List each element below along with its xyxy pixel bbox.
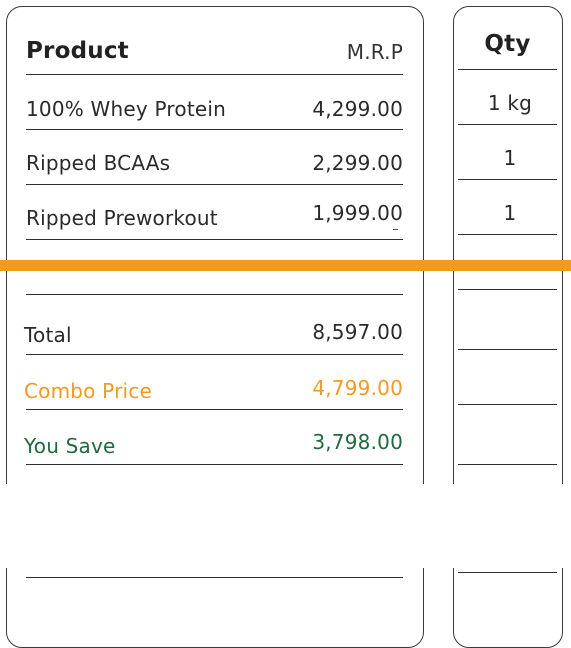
row-divider xyxy=(26,409,403,410)
qty-bcaa: 1 xyxy=(503,146,517,170)
qty-preworkout: 1 xyxy=(503,201,517,225)
qty-divider xyxy=(458,464,557,465)
total-value: 8,597.00 xyxy=(312,320,403,344)
qty-divider xyxy=(458,404,557,405)
qty-header: Qty xyxy=(484,31,531,57)
qty-divider xyxy=(458,179,557,180)
item-name-bcaa: Ripped BCAAs xyxy=(26,151,171,175)
you-save-label: You Save xyxy=(24,434,116,458)
product-header: Product xyxy=(26,38,129,64)
row-divider xyxy=(26,354,403,355)
mrp-header: M.R.P xyxy=(346,40,403,64)
item-mrp-whey: 4,299.00 xyxy=(312,97,403,121)
qty-divider xyxy=(458,349,557,350)
decorative-dash xyxy=(393,229,398,230)
row-divider xyxy=(26,184,403,185)
row-divider xyxy=(26,577,403,578)
row-divider xyxy=(26,464,403,465)
item-mrp-preworkout: 1,999.00 xyxy=(312,201,403,225)
section-divider-bar xyxy=(0,260,571,271)
row-divider xyxy=(26,239,403,240)
header-divider xyxy=(26,74,403,75)
white-gap-band xyxy=(0,484,571,568)
combo-price-label: Combo Price xyxy=(24,379,152,403)
combo-price-value: 4,799.00 xyxy=(312,376,403,400)
item-name-whey: 100% Whey Protein xyxy=(26,97,226,121)
row-divider xyxy=(26,294,403,295)
qty-divider xyxy=(458,289,557,290)
item-name-preworkout: Ripped Preworkout xyxy=(26,206,218,230)
total-label: Total xyxy=(24,323,72,347)
row-divider xyxy=(26,129,403,130)
qty-header-divider xyxy=(458,69,557,70)
qty-divider xyxy=(458,572,557,573)
item-mrp-bcaa: 2,299.00 xyxy=(312,151,403,175)
qty-divider xyxy=(458,234,557,235)
qty-whey: 1 kg xyxy=(487,91,533,115)
you-save-value: 3,798.00 xyxy=(312,430,403,454)
qty-divider xyxy=(458,124,557,125)
